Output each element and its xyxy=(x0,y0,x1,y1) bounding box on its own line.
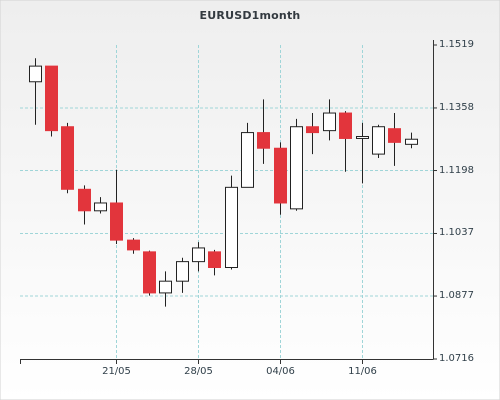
x-tick-label: 21/05 xyxy=(102,366,131,377)
candle-body xyxy=(61,126,74,190)
x-tick-label: 28/05 xyxy=(184,366,213,377)
candle-body xyxy=(159,280,172,294)
candle-body xyxy=(94,202,107,212)
candle-body xyxy=(257,132,270,149)
candle-body xyxy=(45,65,58,132)
candle-down xyxy=(127,238,140,254)
candle-body xyxy=(241,132,254,188)
candle-body xyxy=(339,112,352,139)
candle-down xyxy=(274,142,287,215)
candle-up xyxy=(356,122,369,184)
candle-body xyxy=(274,147,287,204)
candle-body xyxy=(356,136,369,139)
y-tick-label: 1.1358 xyxy=(439,101,474,113)
x-tick-label: 04/06 xyxy=(266,366,295,377)
candle-body xyxy=(405,138,418,145)
candle-body xyxy=(143,251,156,294)
candle-body xyxy=(127,239,140,251)
candle-body xyxy=(323,112,336,132)
candle-down xyxy=(388,113,401,166)
y-tick-label: 1.1519 xyxy=(439,39,474,50)
candle-body xyxy=(78,188,91,212)
candle-up xyxy=(241,122,254,188)
candle-body xyxy=(225,186,238,268)
x-tick-label: 11/06 xyxy=(348,366,377,377)
candle-down xyxy=(208,249,221,276)
candle-down xyxy=(143,250,156,296)
candle-up xyxy=(323,99,336,141)
candle-body xyxy=(372,126,385,155)
candle-up xyxy=(29,58,42,125)
candle-down xyxy=(45,65,58,137)
candle-up xyxy=(192,242,205,272)
candle-body xyxy=(388,128,401,143)
candle-down xyxy=(306,113,319,155)
candle-body xyxy=(29,65,42,83)
candle-down xyxy=(257,99,270,164)
y-tick-label: 1.0716 xyxy=(439,353,474,364)
candle-up xyxy=(94,197,107,214)
candle-body xyxy=(208,251,221,268)
candle-body xyxy=(176,261,189,282)
candle-up xyxy=(405,132,418,149)
candle-down xyxy=(61,122,74,194)
candle-body xyxy=(290,126,303,210)
candle-down xyxy=(110,169,123,245)
y-tick-label: 1.0877 xyxy=(439,290,474,302)
candle-body xyxy=(306,126,319,134)
candle-up xyxy=(290,118,303,211)
candle-body xyxy=(192,247,205,263)
chart-title: EURUSD1month xyxy=(199,9,301,22)
candle-body xyxy=(110,202,123,241)
candle-down xyxy=(78,185,91,225)
candle-up xyxy=(225,175,238,270)
candle-down xyxy=(339,111,352,172)
candle-up xyxy=(372,124,385,159)
y-tick-label: 1.1037 xyxy=(439,227,474,239)
candle-up xyxy=(159,271,172,307)
candle-up xyxy=(176,257,189,293)
y-tick-label: 1.1198 xyxy=(439,164,474,176)
